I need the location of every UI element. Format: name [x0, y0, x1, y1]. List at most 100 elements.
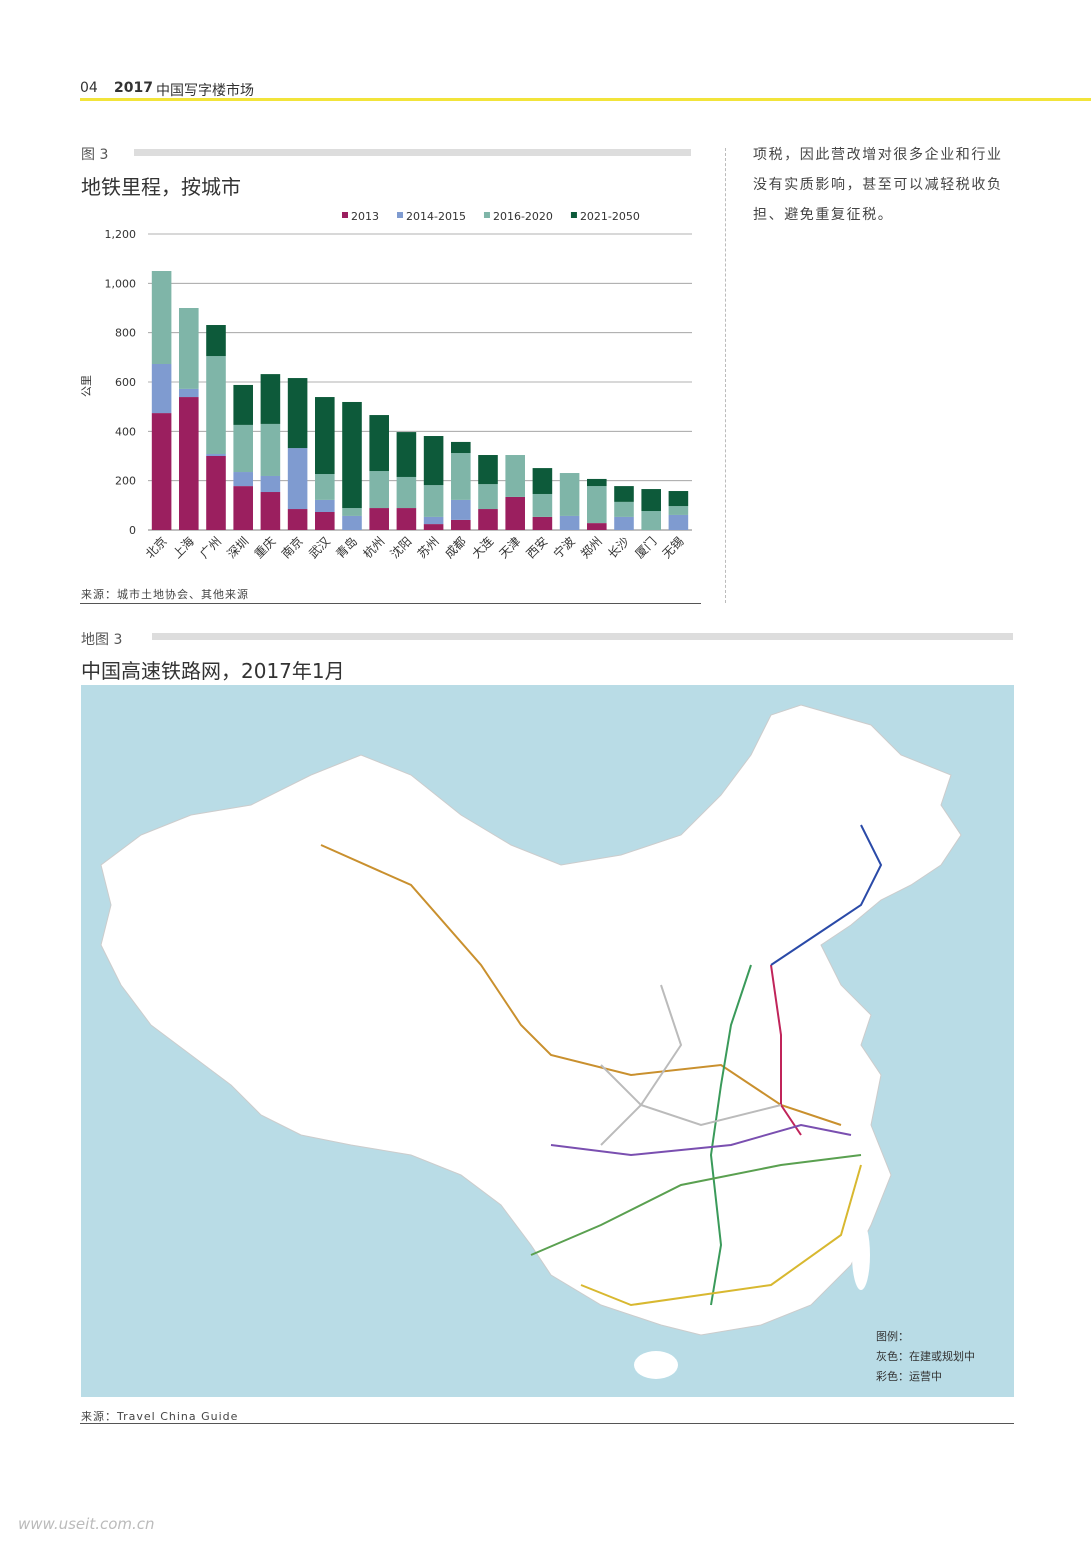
header-rule: [80, 98, 1091, 101]
bar-segment: [206, 456, 226, 530]
bar-segment: [315, 397, 335, 475]
y-tick-label: 800: [115, 327, 136, 340]
y-tick-label: 600: [115, 376, 136, 389]
side-text-line: 担、避免重复征税。: [753, 207, 894, 223]
page-number: 04: [80, 80, 98, 96]
bar-segment: [478, 484, 498, 510]
legend-swatch: [397, 212, 403, 218]
bar-segment: [369, 471, 389, 509]
bar-segment: [260, 423, 281, 476]
bar-segment: [423, 516, 444, 525]
bar-segment: [369, 415, 389, 472]
side-text-line: 项税，因此营改增对很多企业和行业: [753, 147, 1003, 163]
bar-segment: [179, 388, 199, 398]
bar-segment: [614, 516, 634, 530]
y-tick-label: 400: [115, 425, 136, 438]
bar-segment: [287, 509, 308, 530]
x-tick-label: 南京: [278, 534, 306, 562]
x-tick-label: 西安: [523, 534, 551, 562]
bar-segment: [559, 515, 580, 530]
x-tick-label: 沈阳: [387, 534, 415, 562]
legend-label: 2014-2015: [406, 210, 466, 223]
bar-segment: [342, 515, 362, 530]
map-label: 地图 3: [81, 632, 123, 648]
x-tick-label: 杭州: [360, 534, 388, 562]
bar-segment: [532, 493, 553, 517]
rail-lines: [320, 824, 883, 1307]
bar-segment: [641, 489, 661, 512]
map-bar: [152, 633, 1013, 640]
bar-segment: [179, 397, 199, 530]
bar-segment: [396, 508, 417, 530]
map-legend-title: 图例：: [876, 1329, 909, 1343]
bar-segment: [233, 472, 253, 487]
x-tick-label: 大连: [469, 534, 497, 562]
header-year: 2017: [114, 80, 153, 96]
bar-segment: [233, 424, 253, 473]
bar-segment: [151, 271, 172, 364]
header-title: 中国写字楼市场: [156, 83, 254, 99]
x-tick-label: 青岛: [333, 534, 361, 562]
map-land: [100, 704, 962, 1336]
bar-segment: [478, 509, 498, 530]
x-tick-label: 厦门: [632, 534, 660, 562]
bar-segment: [532, 516, 553, 530]
map-legend-gray: 灰色：在建或规划中: [876, 1349, 975, 1363]
bar-segment: [287, 448, 308, 510]
y-axis-label: 公里: [80, 375, 93, 397]
bar-segment: [423, 436, 444, 486]
x-tick-label: 天津: [496, 534, 523, 561]
y-tick-label: 1,000: [105, 277, 137, 290]
y-tick-label: 1,200: [105, 228, 137, 241]
legend-label: 2016-2020: [493, 210, 553, 223]
x-tick-label: 深圳: [224, 534, 251, 561]
column-divider: [725, 148, 726, 603]
bar-segment: [151, 413, 172, 530]
bar-segment: [206, 454, 226, 456]
bar-segment: [614, 486, 634, 502]
bar-segment: [315, 499, 335, 512]
x-tick-label: 郑州: [577, 534, 605, 562]
x-tick-label: 上海: [169, 534, 197, 562]
watermark: www.useit.com.cn: [18, 1515, 155, 1533]
bar-segment: [587, 478, 607, 487]
bar-segment: [233, 384, 253, 425]
x-tick-label: 宁波: [550, 534, 578, 562]
bar-segment: [151, 363, 172, 414]
map-rule: [80, 1423, 1014, 1424]
figure-source: 来源：城市土地协会、其他来源: [81, 588, 249, 601]
map-island: [634, 1351, 678, 1379]
legend-swatch: [483, 212, 490, 218]
bar-segment: [287, 378, 308, 449]
chart: 公里 0 200 400 600 800 1,000 1,200 2013 2014-2015 2…: [80, 210, 692, 562]
bar-segment: [369, 508, 389, 530]
bar-segment: [532, 468, 553, 494]
bar-segment: [451, 441, 471, 454]
figure-title: 地铁里程，按城市: [81, 175, 241, 199]
legend-swatch: [342, 212, 348, 218]
map-title: 中国高速铁路网，2017年1月: [81, 659, 345, 683]
bar-segment: [423, 485, 444, 517]
bar-segment: [260, 492, 281, 530]
y-tick-label: 200: [115, 475, 136, 488]
bar-segment: [342, 401, 362, 509]
bar-segment: [668, 514, 689, 530]
x-tick-label: 成都: [442, 534, 469, 561]
x-tick-label: 北京: [143, 534, 170, 561]
x-tick-label: 武汉: [306, 534, 333, 561]
bar-segment: [260, 374, 281, 424]
figure-bar: [134, 149, 691, 156]
bar-segment: [396, 476, 417, 509]
bar-segment: [478, 455, 498, 485]
figure-label: 图 3: [81, 147, 109, 163]
bar-segment: [451, 519, 471, 530]
bar-segment: [451, 499, 471, 520]
x-tick-label: 长沙: [605, 534, 632, 561]
figure-rule: [80, 603, 701, 604]
bar-segment: [423, 524, 444, 530]
bar-segment: [668, 506, 689, 515]
legend-label: 2021-2050: [580, 210, 640, 223]
bar-segment: [614, 501, 634, 517]
bar-segment: [559, 473, 580, 516]
